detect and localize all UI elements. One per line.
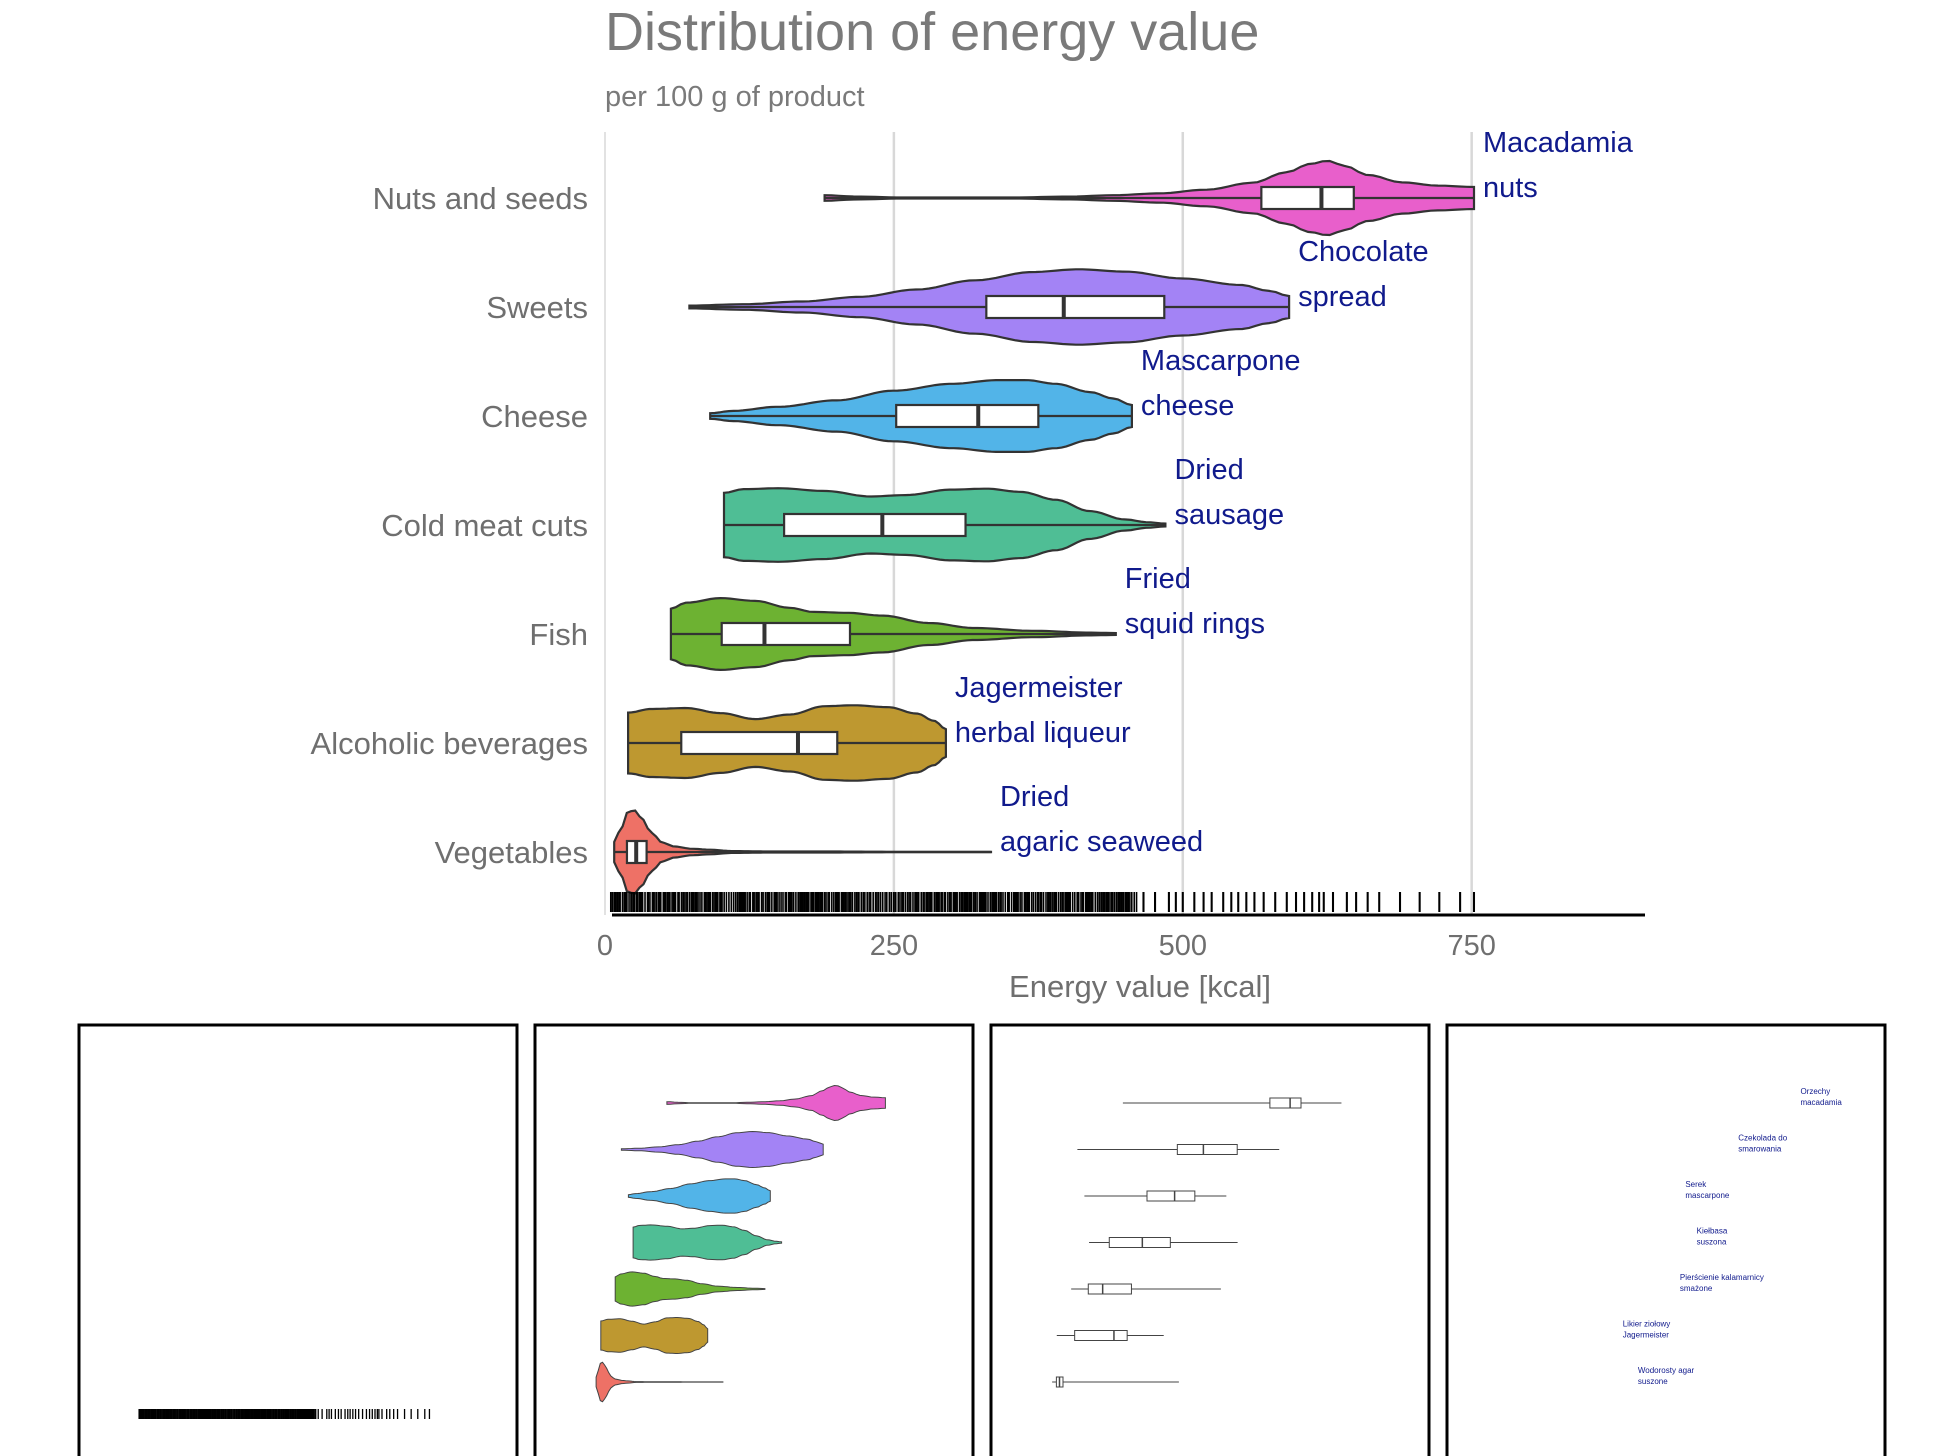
panel-frame <box>1445 1023 1887 1456</box>
panel-violin <box>600 1317 709 1354</box>
main-plot: Macadamia nuts Chocolate spread Mascarpone ch… <box>311 127 1645 962</box>
category-label: Nuts and seeds <box>373 181 588 216</box>
panel-label-line-2: smarowania <box>1738 1145 1782 1154</box>
annotation-line-2: nuts <box>1483 172 1538 204</box>
panel-label-line-1: Orzechy <box>1800 1087 1830 1096</box>
bottom-panels: Orzechy macadamia Czekolada do smarowania Se… <box>77 1023 1887 1456</box>
x-tick-label: 500 <box>1159 930 1207 962</box>
x-axis: 0 250 500 750 <box>597 913 1645 962</box>
chart-subtitle: per 100 g of product <box>605 81 865 113</box>
annotation-line-1: Macadamia <box>1483 127 1634 159</box>
x-tick-label: 750 <box>1447 930 1495 962</box>
annotation-line-1: Jagermeister <box>955 672 1123 704</box>
annotation-layer: Macadamia nuts Chocolate spread Mascarpone ch… <box>955 127 1634 858</box>
rug-layer <box>609 892 1476 912</box>
category-label: Cold meat cuts <box>381 508 588 543</box>
box <box>680 730 839 756</box>
box <box>985 294 1166 320</box>
x-tick-label: 250 <box>870 930 918 962</box>
panel-label-line-1: Pierścienie kalamarnicy <box>1680 1273 1764 1282</box>
annotation-line-2: cheese <box>1141 390 1235 422</box>
category-labels: Nuts and seeds Sweets Cheese Cold meat cuts… <box>311 181 588 870</box>
panel-violin <box>627 1178 771 1214</box>
category-label: Fish <box>529 617 588 652</box>
panel-label-line-1: Kiełbasa <box>1697 1227 1728 1236</box>
x-tick-label: 0 <box>597 930 613 962</box>
grid-lines <box>604 132 1473 915</box>
annotation-line-1: Mascarpone <box>1141 345 1301 377</box>
annotation-line-2: spread <box>1298 281 1387 313</box>
category-label: Cheese <box>481 399 588 434</box>
panel-box <box>1074 1330 1128 1341</box>
panel-violin <box>620 1130 824 1169</box>
annotation-line-2: sausage <box>1174 499 1284 531</box>
category-label: Sweets <box>486 290 588 325</box>
panel-label-line-2: mascarpone <box>1685 1191 1730 1200</box>
chart-title: Distribution of energy value <box>605 2 1259 62</box>
panel-box <box>1108 1237 1171 1248</box>
box <box>783 512 967 538</box>
panel-label-line-2: suszona <box>1697 1238 1727 1247</box>
panel-violin <box>666 1084 886 1122</box>
panel-violins <box>533 1023 975 1456</box>
boxplot-layer <box>614 185 1474 865</box>
panel-label-line-1: Czekolada do <box>1738 1134 1787 1143</box>
panel-label-line-2: smażone <box>1680 1284 1713 1293</box>
annotation-line-1: Chocolate <box>1298 236 1429 268</box>
category-label: Alcoholic beverages <box>311 726 588 761</box>
annotation-line-2: squid rings <box>1125 608 1265 640</box>
annotation-line-1: Dried <box>1174 454 1243 486</box>
panel-box <box>1176 1144 1238 1155</box>
panel-label-line-1: Serek <box>1685 1180 1707 1189</box>
panel-label-line-2: suszone <box>1638 1377 1668 1386</box>
panel-rug <box>77 1023 519 1456</box>
panel-box <box>1087 1283 1132 1295</box>
box <box>895 403 1040 429</box>
box <box>1260 185 1355 211</box>
panel-frame <box>77 1023 519 1456</box>
panel-box <box>1146 1190 1196 1202</box>
box <box>720 621 852 647</box>
category-label: Vegetables <box>435 835 588 870</box>
annotation-line-2: herbal liqueur <box>955 717 1131 749</box>
panel-labels: Orzechy macadamia Czekolada do smarowania Se… <box>1445 1023 1887 1456</box>
panel-frame <box>989 1023 1431 1456</box>
annotation-line-1: Dried <box>1000 781 1069 813</box>
panel-violin <box>632 1224 783 1261</box>
panel-violin <box>595 1361 724 1403</box>
panel-violin <box>614 1271 766 1307</box>
annotation-line-2: agaric seaweed <box>1000 826 1203 858</box>
panel-label-line-1: Likier ziołowy <box>1623 1320 1671 1329</box>
panel-label-line-1: Wodorosty agar <box>1638 1366 1695 1375</box>
panel-box <box>1269 1097 1302 1109</box>
annotation-line-1: Fried <box>1125 563 1191 595</box>
x-axis-label: Energy value [kcal] <box>1009 969 1271 1004</box>
panel-label-line-2: macadamia <box>1800 1098 1842 1107</box>
panel-boxplots <box>989 1023 1431 1456</box>
panel-label-line-2: Jagermeister <box>1623 1331 1670 1340</box>
